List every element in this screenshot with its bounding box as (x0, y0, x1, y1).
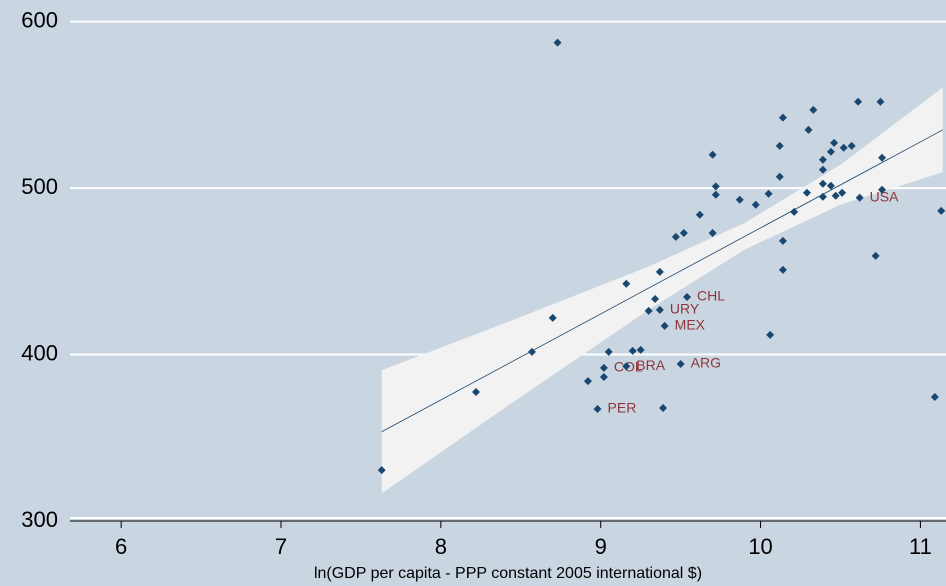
point (775, 141, 784, 150)
point (583, 377, 592, 386)
x-axis-label: ln(GDP per capita - PPP constant 2005 in… (314, 565, 702, 582)
point (818, 155, 827, 164)
point (878, 153, 887, 162)
point (764, 189, 773, 198)
fit-line (381, 129, 943, 433)
x-tick-label: 8 (435, 534, 447, 559)
point (708, 150, 717, 159)
point-label: PER (608, 400, 637, 416)
point (766, 330, 775, 339)
point (804, 125, 813, 134)
point (679, 229, 688, 238)
y-tick-label: 600 (21, 7, 58, 32)
point (548, 313, 557, 322)
point (830, 138, 839, 147)
point (655, 267, 664, 276)
point-label: URY (670, 301, 700, 317)
point (818, 165, 827, 174)
point (735, 195, 744, 204)
point (599, 363, 608, 372)
point (802, 188, 811, 197)
point (878, 185, 887, 194)
point-label: USA (870, 188, 899, 204)
point (871, 251, 880, 260)
point (751, 200, 760, 209)
point (711, 182, 720, 191)
point-label: BRA (636, 357, 665, 373)
x-tick-label: 6 (115, 534, 127, 559)
point (778, 113, 787, 122)
point (790, 207, 799, 216)
point (377, 466, 386, 475)
point (695, 210, 704, 219)
point (708, 229, 717, 238)
point (855, 193, 864, 202)
point-label: MEX (675, 317, 706, 333)
point (472, 387, 481, 396)
point (826, 147, 835, 156)
point (711, 190, 720, 199)
point (593, 404, 602, 413)
point (930, 392, 939, 401)
point (659, 403, 668, 412)
point (622, 362, 631, 371)
y-tick-label: 500 (21, 174, 58, 199)
point (778, 265, 787, 274)
point (622, 279, 631, 288)
point (847, 141, 856, 150)
point (636, 345, 645, 354)
point (660, 321, 669, 330)
point (644, 306, 653, 315)
y-tick-label: 300 (21, 507, 58, 532)
y-tick-label: 400 (21, 340, 58, 365)
point (937, 206, 946, 215)
point (826, 181, 835, 190)
confidence-band (381, 87, 943, 494)
x-tick-label: 7 (275, 534, 287, 559)
point (818, 179, 827, 188)
x-tick-label: 10 (748, 534, 772, 559)
point (604, 347, 613, 356)
point (778, 236, 787, 245)
point (599, 373, 608, 382)
point (876, 97, 885, 106)
point-label: CHL (697, 288, 725, 304)
point (651, 294, 660, 303)
point (527, 347, 536, 356)
point (683, 292, 692, 301)
point (553, 38, 562, 47)
point (775, 172, 784, 181)
point (655, 305, 664, 314)
point (838, 188, 847, 197)
point (809, 105, 818, 114)
point (839, 143, 848, 152)
point-label: ARG (691, 355, 721, 371)
point (854, 97, 863, 106)
point (671, 232, 680, 241)
x-tick-label: 9 (595, 534, 607, 559)
point (818, 192, 827, 201)
point (676, 360, 685, 369)
point (628, 346, 637, 355)
x-tick-label: 11 (909, 534, 932, 559)
point (831, 191, 840, 200)
